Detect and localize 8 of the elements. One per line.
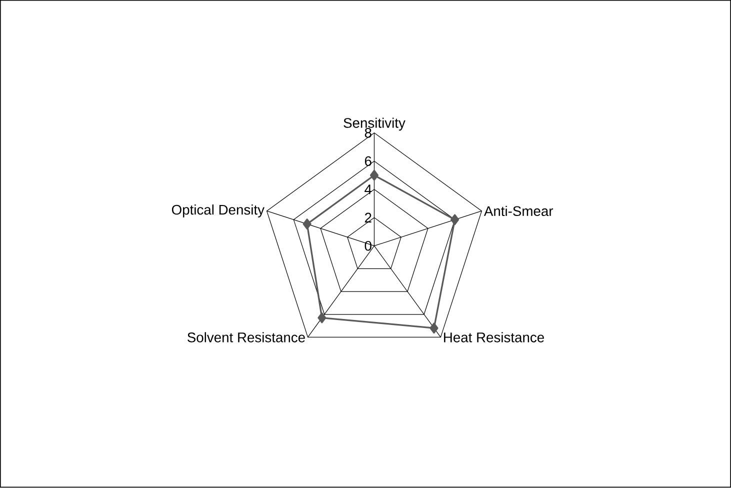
spoke-label: Heat Resistance [444,332,544,343]
spoke-label: Solvent Resistance [188,332,305,343]
spoke-label: Optical Density [172,204,264,218]
y-tick-label: 6 [364,156,372,166]
spoke-label: Anti-Smear [484,206,554,216]
y-tick-label: 0 [364,241,372,251]
y-tick-label: 4 [364,184,372,194]
y-tick-label: 2 [364,212,372,223]
